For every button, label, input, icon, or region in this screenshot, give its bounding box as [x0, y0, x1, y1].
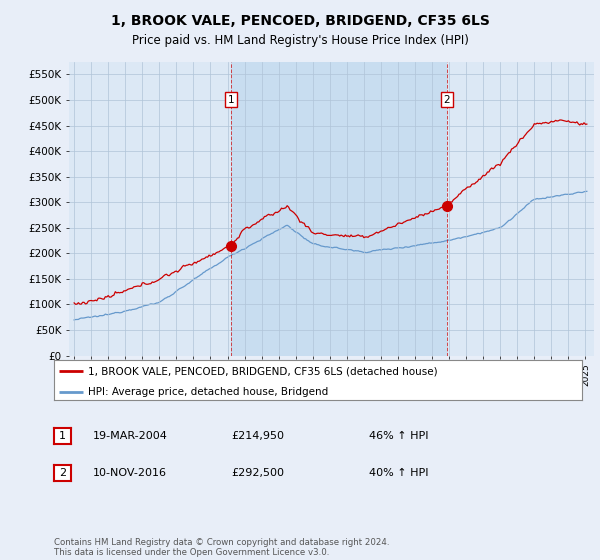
Bar [231, 62, 447, 356]
Text: 1: 1 [59, 431, 66, 441]
Text: HPI: Average price, detached house, Bridgend: HPI: Average price, detached house, Brid… [88, 386, 329, 396]
Text: Price paid vs. HM Land Registry's House Price Index (HPI): Price paid vs. HM Land Registry's House … [131, 34, 469, 46]
Text: 40% ↑ HPI: 40% ↑ HPI [369, 468, 428, 478]
Text: 19-MAR-2004: 19-MAR-2004 [93, 431, 168, 441]
Text: 2: 2 [443, 95, 450, 105]
Text: 2: 2 [59, 468, 66, 478]
Text: 46% ↑ HPI: 46% ↑ HPI [369, 431, 428, 441]
Text: £214,950: £214,950 [231, 431, 284, 441]
Text: £292,500: £292,500 [231, 468, 284, 478]
Text: 1, BROOK VALE, PENCOED, BRIDGEND, CF35 6LS: 1, BROOK VALE, PENCOED, BRIDGEND, CF35 6… [110, 14, 490, 28]
Text: Contains HM Land Registry data © Crown copyright and database right 2024.
This d: Contains HM Land Registry data © Crown c… [54, 538, 389, 557]
Text: 1, BROOK VALE, PENCOED, BRIDGEND, CF35 6LS (detached house): 1, BROOK VALE, PENCOED, BRIDGEND, CF35 6… [88, 366, 438, 376]
Text: 1: 1 [228, 95, 235, 105]
Text: 10-NOV-2016: 10-NOV-2016 [93, 468, 167, 478]
